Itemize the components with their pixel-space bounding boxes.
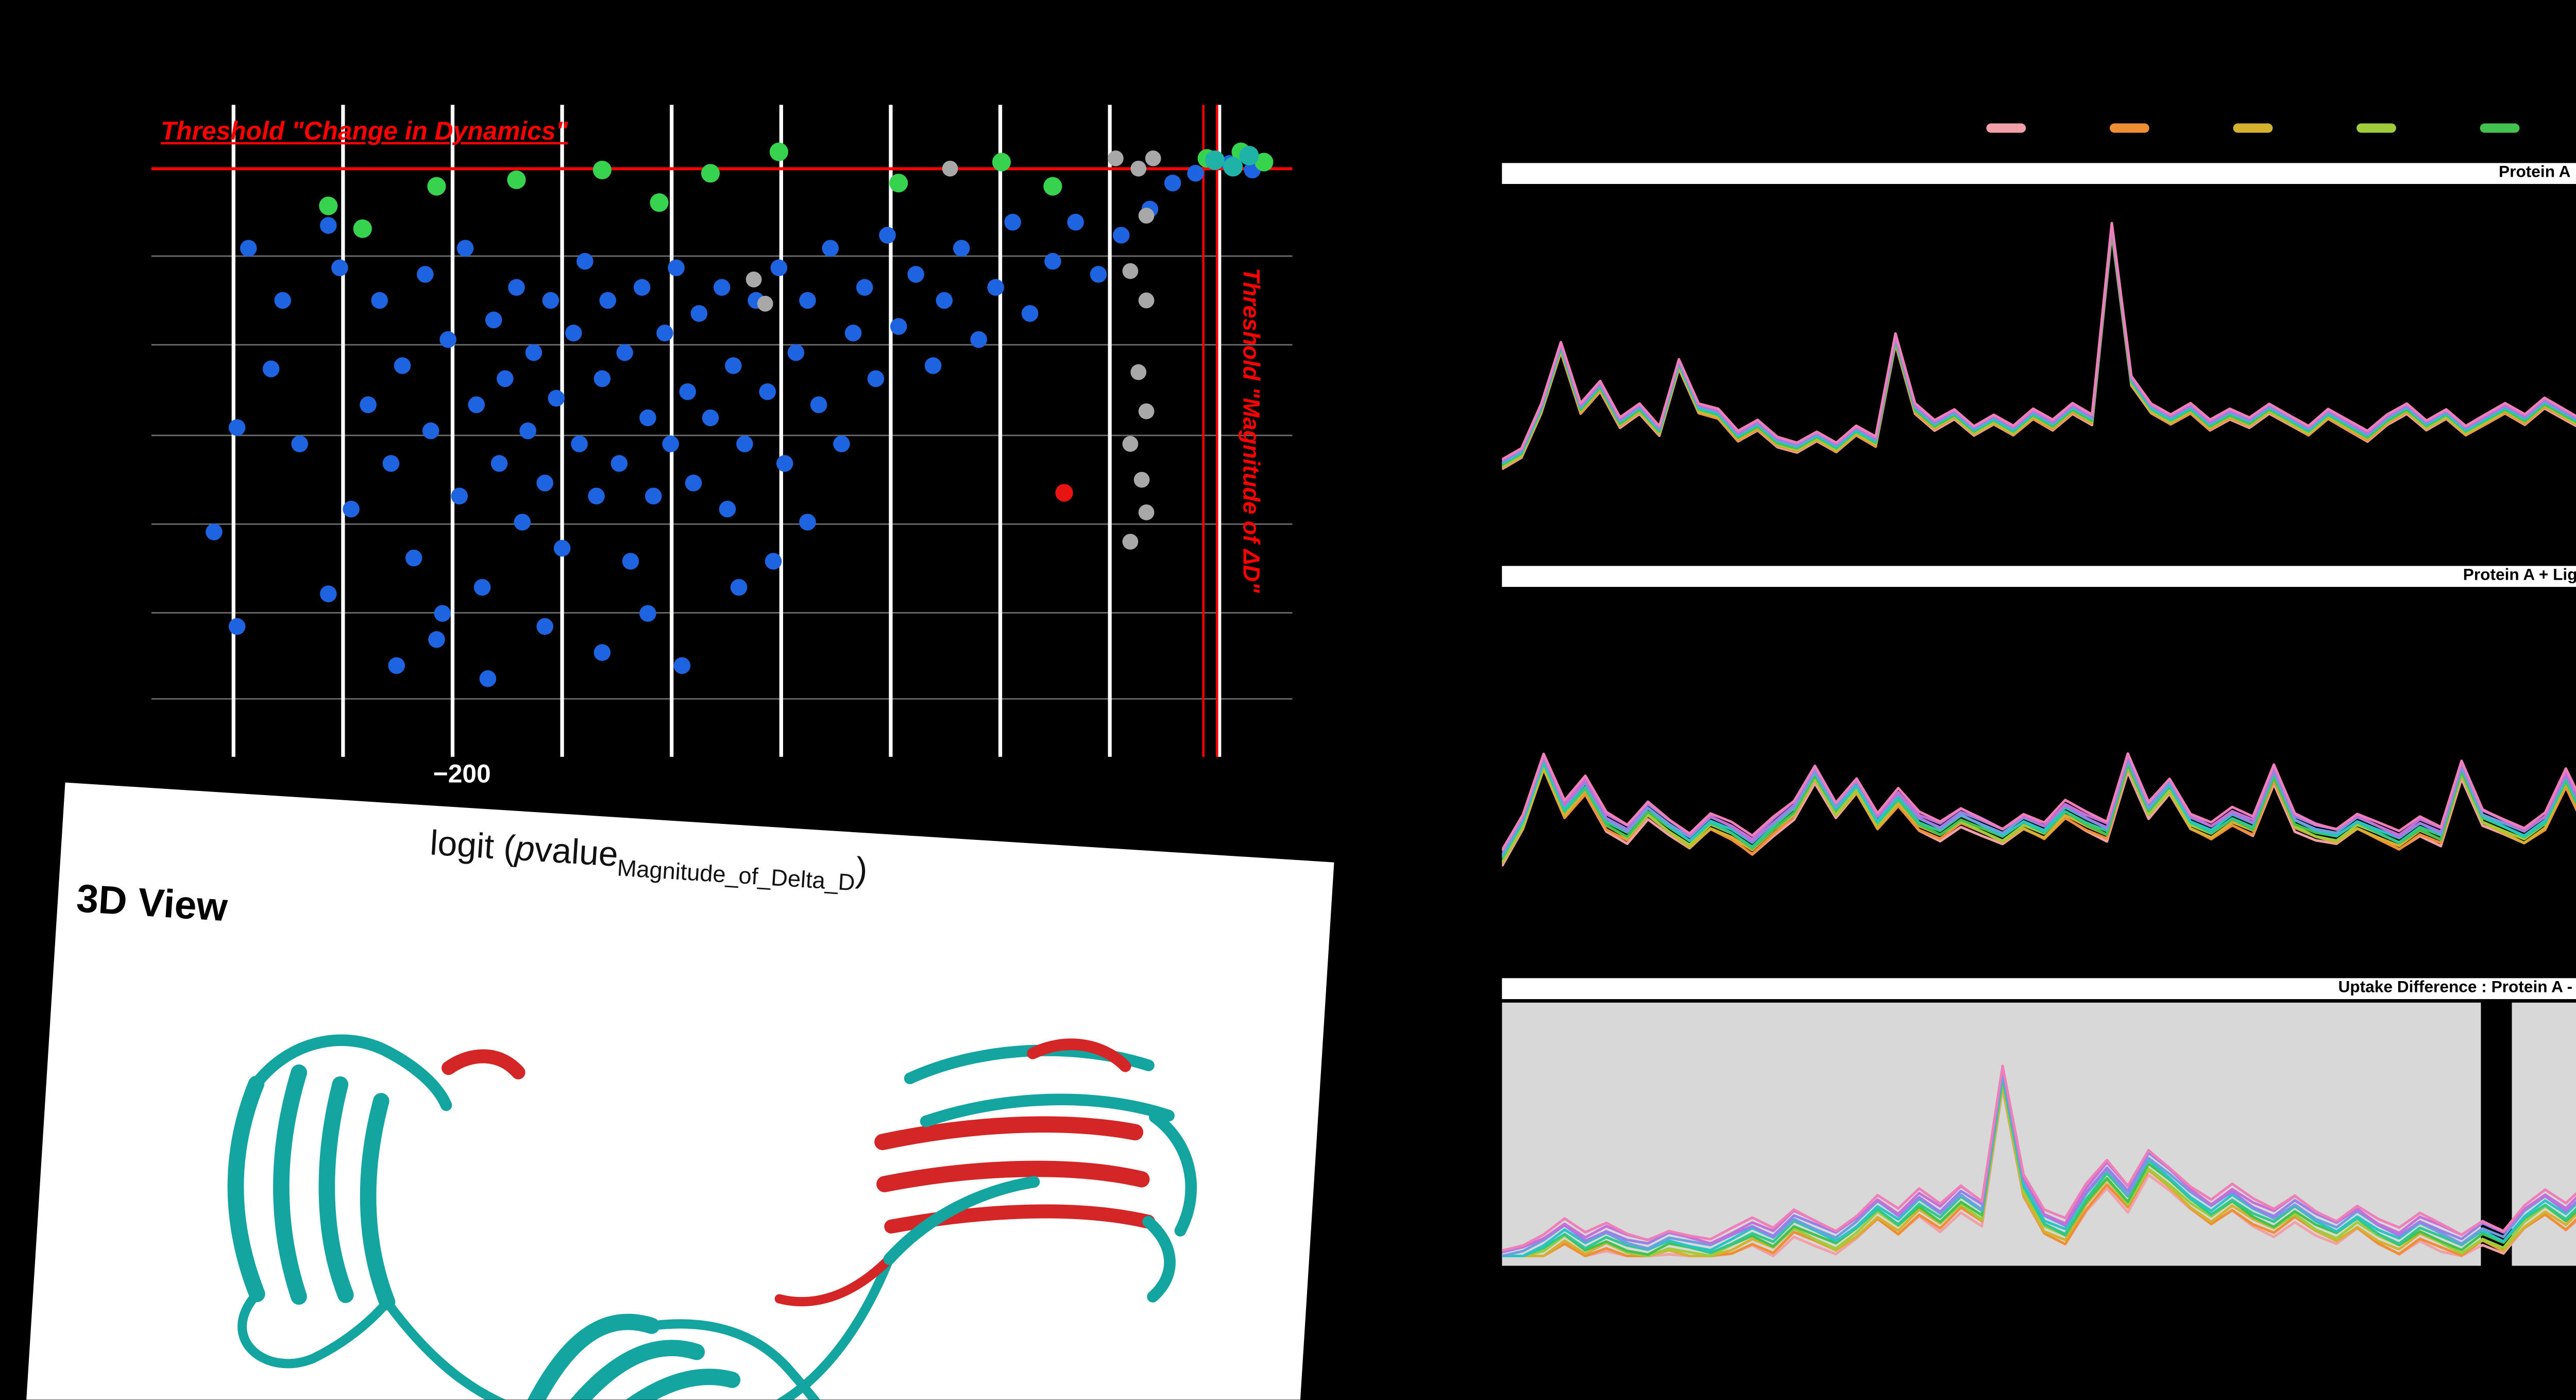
view-3d-panel[interactable]: logit (pvalueMagnitude_of_Delta_D) 3D Vi… (21, 782, 1334, 1400)
chart-title-protein-a: Protein A (1502, 163, 2576, 184)
volcano-plot-canvas[interactable] (151, 105, 1293, 757)
legend-key-2[interactable] (2233, 123, 2273, 132)
threshold-dynamics-label: Threshold "Change in Dynamics" (160, 119, 568, 147)
legend-key-1[interactable] (2109, 123, 2149, 132)
axis-title-subscript: Magnitude_of_Delta_D (616, 857, 856, 898)
axis-title-pre: logit ( (429, 824, 517, 869)
timepoint-legend (1986, 123, 2576, 132)
axis-title-value: value (533, 831, 619, 876)
volcano-plot[interactable]: Threshold "Change in Dynamics" Threshold… (151, 105, 1293, 789)
chart-title-uptake-difference: Uptake Difference : Protein A - (Protein… (1502, 978, 2576, 999)
legend-key-0[interactable] (1986, 123, 2026, 132)
threshold-magnitude-label: Threshold "Magnitude of ΔD" (1236, 267, 1262, 593)
protein-ribbon-graphic[interactable] (70, 930, 1287, 1400)
legend-key-4[interactable] (2480, 123, 2520, 132)
chart-title-protein-a-ligand: Protein A + Ligand (1502, 566, 2576, 587)
view-3d-title: 3D View (75, 876, 229, 931)
uptake-chart-protein-a-ligand[interactable] (1502, 586, 2576, 955)
volcano-x-axis-title: logit (pvalueMagnitude_of_Delta_D) (428, 824, 869, 899)
legend-key-3[interactable] (2357, 123, 2396, 132)
volcano-x-axis-tick: −200 (433, 761, 491, 790)
uptake-difference-chart[interactable] (1502, 999, 2576, 1270)
uptake-chart-protein-a[interactable] (1502, 184, 2576, 541)
axis-title-p: p (514, 829, 536, 871)
axis-title-post: ) (854, 851, 869, 891)
